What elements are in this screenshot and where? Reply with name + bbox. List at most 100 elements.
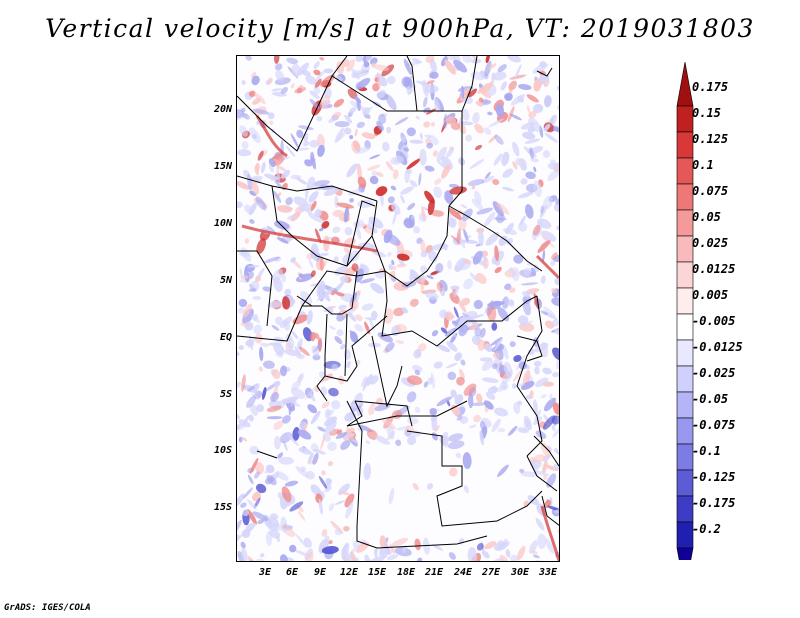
field-blob xyxy=(328,503,335,512)
field-blob xyxy=(287,433,300,447)
field-blob xyxy=(285,145,296,157)
field-blob xyxy=(320,435,326,450)
field-blob xyxy=(343,247,352,255)
field-blob xyxy=(475,334,481,341)
field-blob xyxy=(263,360,275,369)
field-blob xyxy=(389,543,396,554)
field-blob xyxy=(492,178,500,186)
field-blob xyxy=(318,498,323,515)
field-blob xyxy=(407,417,419,425)
field-blob xyxy=(423,381,429,388)
field-blob xyxy=(355,314,363,322)
field-blob xyxy=(534,366,540,375)
field-blob xyxy=(363,462,372,480)
field-blob xyxy=(336,202,354,209)
field-blob xyxy=(297,338,303,349)
field-blob xyxy=(309,393,316,402)
field-blob xyxy=(527,348,535,355)
field-blob xyxy=(462,452,472,470)
field-blob xyxy=(487,386,498,394)
field-blob xyxy=(481,377,499,383)
field-blob xyxy=(237,180,251,190)
field-blob xyxy=(448,433,464,442)
field-blob xyxy=(479,430,484,446)
field-blob xyxy=(445,362,458,369)
field-blob xyxy=(247,265,260,268)
field-blob xyxy=(251,75,260,86)
field-blob xyxy=(490,337,503,347)
field-blob xyxy=(280,516,288,533)
border-line xyxy=(448,205,543,272)
field-blob xyxy=(334,121,350,128)
field-blob xyxy=(376,121,384,131)
field-blob xyxy=(495,103,505,118)
field-blob xyxy=(393,307,405,317)
field-blob xyxy=(388,264,393,270)
field-blob xyxy=(248,335,254,351)
lon-label-3e: 3E xyxy=(258,567,272,578)
field-blob xyxy=(433,361,443,369)
lat-label-15n: 15N xyxy=(213,161,232,172)
field-blob xyxy=(471,198,484,210)
field-blob xyxy=(347,312,357,322)
field-blob xyxy=(336,61,345,75)
field-blob xyxy=(446,340,458,352)
field-blob xyxy=(249,445,260,455)
field-blob xyxy=(525,420,531,429)
field-blob xyxy=(420,250,428,258)
field-blob xyxy=(420,239,426,253)
field-blob xyxy=(247,555,257,561)
field-blob xyxy=(273,380,281,387)
field-blob xyxy=(507,106,515,123)
field-blob xyxy=(382,419,396,430)
field-blob xyxy=(248,414,254,422)
field-blob xyxy=(509,341,516,348)
field-blob xyxy=(323,306,333,313)
field-blob xyxy=(479,420,486,431)
field-blob xyxy=(313,448,326,455)
field-blob xyxy=(307,404,318,414)
field-blob xyxy=(390,155,404,165)
field-blob xyxy=(332,226,341,234)
field-blob xyxy=(344,493,355,508)
field-blob xyxy=(403,218,414,229)
field-blob xyxy=(266,405,282,413)
field-blob xyxy=(455,452,462,459)
field-blob xyxy=(488,118,504,128)
colorbar-label: -0.075 xyxy=(692,418,736,432)
field-blob xyxy=(436,146,447,162)
field-blob xyxy=(507,56,521,63)
field-blob xyxy=(461,85,465,100)
field-blob xyxy=(407,202,416,211)
field-blob xyxy=(310,331,316,342)
field-blob xyxy=(532,103,544,114)
field-blob xyxy=(394,116,409,126)
field-blob xyxy=(470,402,488,406)
field-blob xyxy=(426,483,434,490)
field-blob xyxy=(403,147,410,152)
field-blob xyxy=(292,427,300,441)
field-blob xyxy=(554,327,559,335)
field-blob xyxy=(554,278,559,286)
field-blob xyxy=(475,272,487,285)
field-blob xyxy=(261,386,267,400)
field-blob xyxy=(478,97,484,103)
field-blob xyxy=(310,410,321,425)
field-blob xyxy=(517,315,529,325)
field-blob xyxy=(396,426,410,431)
field-blob xyxy=(311,155,316,170)
field-blob xyxy=(525,171,536,180)
field-blob xyxy=(306,310,313,325)
field-blob xyxy=(478,229,484,247)
field-blob xyxy=(547,162,559,170)
field-blob xyxy=(474,144,483,151)
field-blob xyxy=(274,180,284,189)
field-blob xyxy=(510,554,518,561)
border-line xyxy=(346,400,468,427)
colorbar-swatch xyxy=(676,521,694,549)
field-blob xyxy=(313,69,321,76)
border-line xyxy=(371,335,403,408)
field-blob xyxy=(474,190,482,205)
field-blob xyxy=(359,278,375,284)
field-blob xyxy=(406,127,416,137)
